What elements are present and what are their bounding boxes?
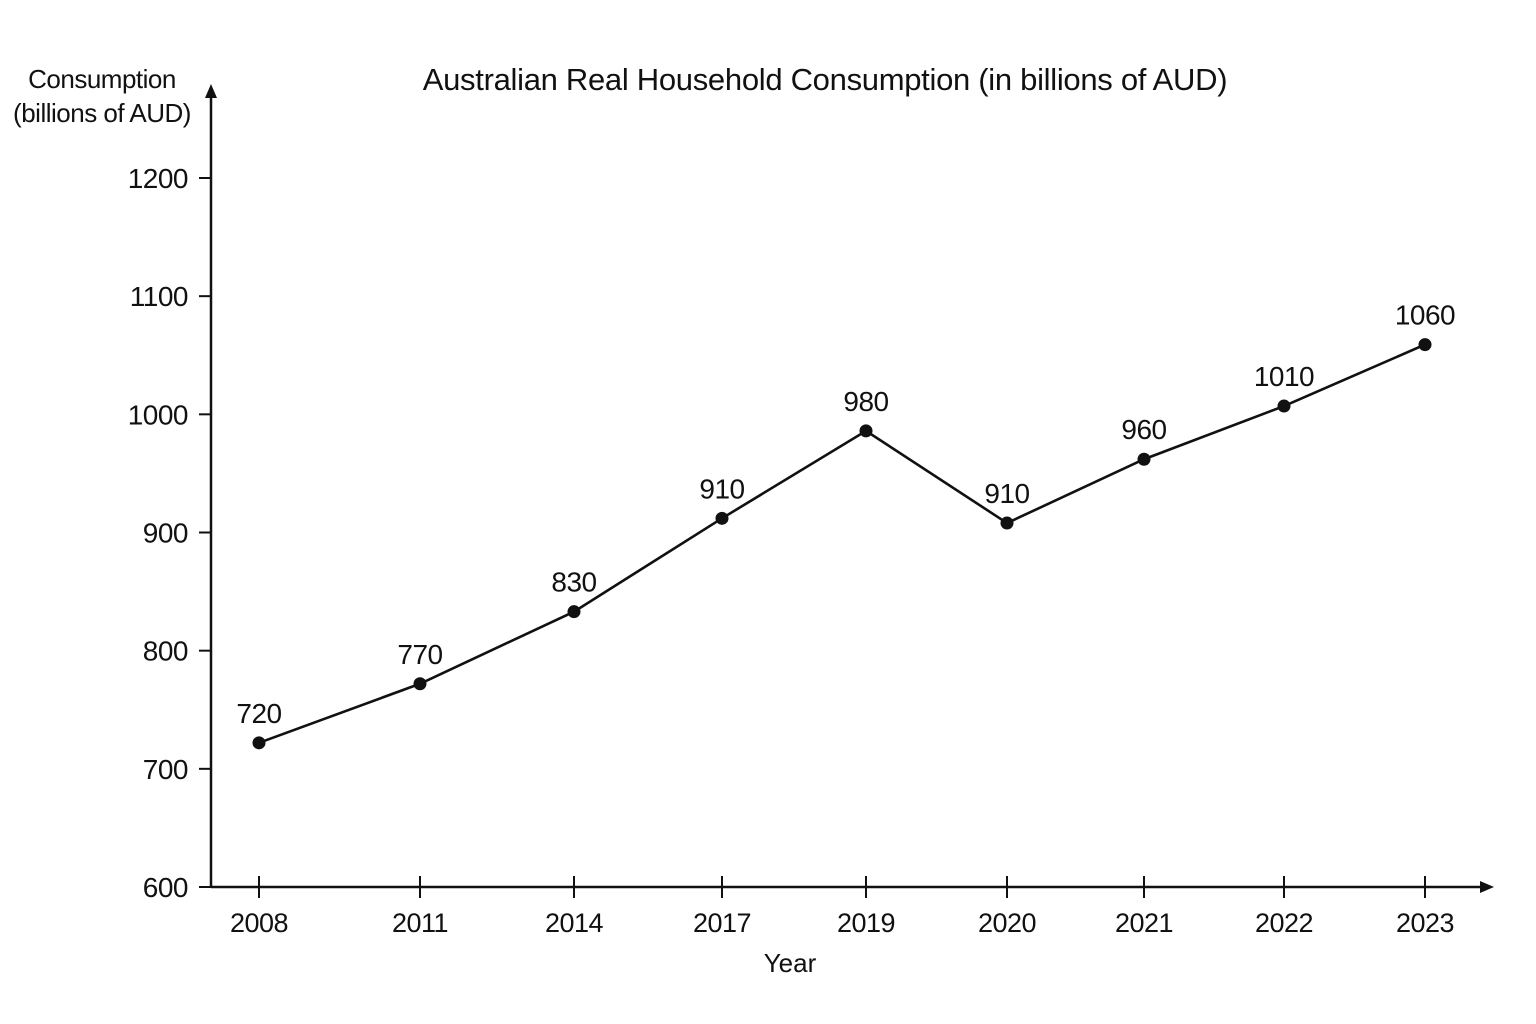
- x-tick-label: 2014: [545, 908, 604, 938]
- x-tick-label: 2019: [837, 908, 895, 938]
- x-tick-label: 2021: [1115, 908, 1173, 938]
- data-point: [567, 605, 581, 619]
- data-label: 830: [551, 567, 596, 598]
- data-label: 960: [1121, 414, 1166, 445]
- data-label: 720: [236, 698, 281, 729]
- y-tick-label: 1200: [128, 163, 188, 194]
- y-tick-label: 600: [143, 872, 188, 903]
- x-axis-arrow: [1480, 881, 1494, 893]
- y-tick-label: 1100: [130, 281, 188, 312]
- x-tick-label: 2020: [978, 908, 1036, 938]
- x-tick-label: 2011: [392, 908, 448, 938]
- y-tick-label: 700: [143, 754, 188, 785]
- data-label: 1010: [1254, 361, 1314, 392]
- data-label: 1060: [1395, 300, 1455, 331]
- data-point: [1418, 338, 1432, 352]
- y-axis-label: Consumption (billions of AUD): [2, 62, 202, 130]
- y-tick-label: 900: [143, 518, 188, 549]
- chart-title: Australian Real Household Consumption (i…: [422, 62, 1228, 97]
- x-tick-label: 2022: [1255, 908, 1313, 938]
- data-point: [1137, 452, 1151, 466]
- data-point: [1277, 399, 1291, 413]
- x-tick-label: 2017: [693, 908, 751, 938]
- data-point: [413, 677, 427, 691]
- data-label: 910: [699, 473, 744, 504]
- data-point: [252, 736, 266, 750]
- x-tick-label: 2008: [230, 908, 288, 938]
- y-tick-label: 1000: [128, 399, 188, 430]
- data-point: [1000, 516, 1014, 530]
- x-axis-label: Year: [763, 948, 817, 978]
- data-label: 770: [397, 639, 442, 670]
- data-label: 910: [984, 478, 1029, 509]
- y-axis-arrow: [205, 84, 217, 98]
- data-point: [859, 424, 873, 438]
- y-tick-label: 800: [143, 636, 188, 667]
- data-label: 980: [843, 386, 888, 417]
- x-tick-label: 2023: [1396, 908, 1454, 938]
- y-axis-label-line2: (billions of AUD): [13, 98, 191, 128]
- series-line: [258, 343, 1426, 745]
- y-axis-label-line1: Consumption: [28, 64, 176, 94]
- data-point: [715, 511, 729, 525]
